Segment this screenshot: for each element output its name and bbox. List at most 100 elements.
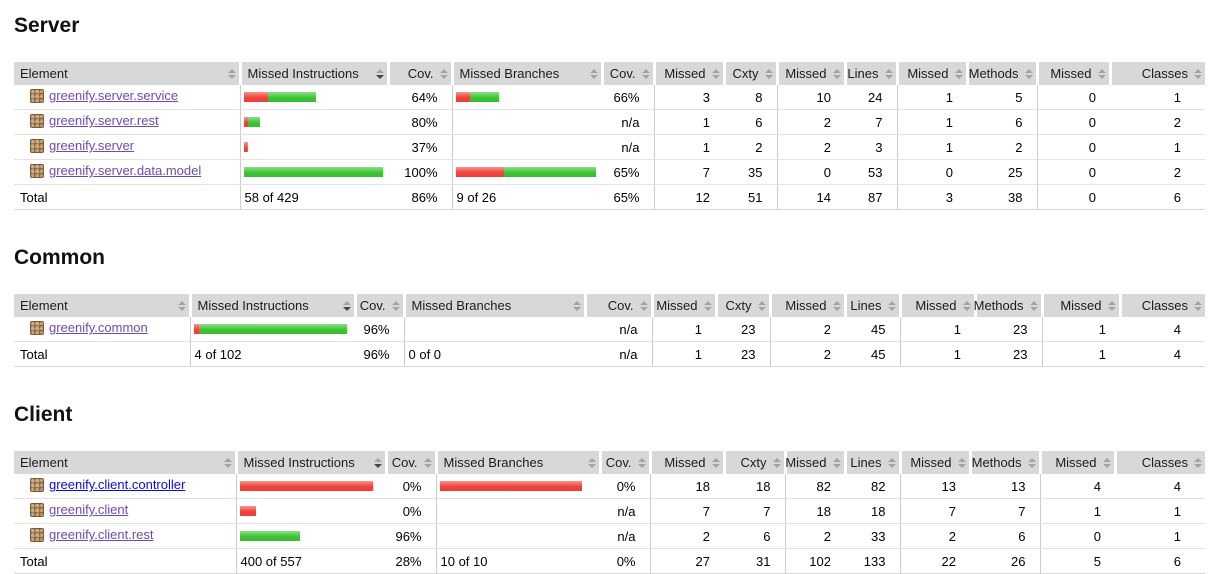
sort-icon bbox=[177, 300, 186, 311]
column-header-missed-9[interactable]: Missed bbox=[898, 451, 970, 474]
column-header-missed-7[interactable]: Missed bbox=[783, 451, 845, 474]
column-header-cov-2[interactable]: Cov. bbox=[384, 451, 436, 474]
header-row: Element Missed Instructions Cov. Missed Bra… bbox=[14, 451, 1205, 474]
column-header-label: Cov. bbox=[605, 455, 632, 470]
column-header-label: Element bbox=[20, 298, 68, 313]
column-header-lines-8[interactable]: Lines bbox=[843, 62, 897, 85]
column-header-missed-branches-3[interactable]: Missed Branches bbox=[402, 294, 585, 317]
column-header-classes-12[interactable]: Classes bbox=[1118, 294, 1205, 317]
column-header-cov-4[interactable]: Cov. bbox=[598, 451, 650, 474]
cell-lines: 53 bbox=[845, 159, 897, 185]
missed-branches-bar bbox=[435, 474, 600, 499]
package-link[interactable]: greenify.client.rest bbox=[49, 527, 154, 543]
total-branch-coverage: 65% bbox=[602, 184, 654, 210]
column-header-lines-8[interactable]: Lines bbox=[843, 451, 900, 474]
column-header-element-0[interactable]: Element bbox=[14, 62, 240, 85]
missed-branches-bar bbox=[451, 85, 602, 110]
cell-missed: 1 bbox=[651, 317, 716, 342]
package-link[interactable]: greenify.server.service bbox=[49, 88, 179, 104]
cell-missed: 0 bbox=[1039, 523, 1115, 549]
sort-icon bbox=[587, 457, 596, 468]
cell-methods: 6 bbox=[967, 109, 1037, 135]
column-header-label: Cov. bbox=[407, 66, 434, 81]
cell-missed: 0 bbox=[1036, 109, 1110, 135]
sort-icon bbox=[711, 68, 720, 79]
column-header-missed-11[interactable]: Missed bbox=[1035, 62, 1110, 85]
cell-classes: 4 bbox=[1115, 474, 1205, 499]
missed-instructions-bar bbox=[235, 498, 386, 524]
column-header-cov-2[interactable]: Cov. bbox=[353, 294, 404, 317]
package-icon bbox=[30, 113, 44, 128]
package-link[interactable]: greenify.client bbox=[49, 502, 129, 518]
total-cell-lines: 87 bbox=[845, 184, 897, 210]
column-header-cov-4[interactable]: Cov. bbox=[600, 62, 654, 85]
cell-methods: 6 bbox=[970, 523, 1040, 549]
instruction-coverage-cell: 64% bbox=[388, 85, 452, 110]
sort-icon bbox=[423, 457, 432, 468]
cell-cxty: 7 bbox=[724, 498, 785, 524]
column-header-missed-instructions-1[interactable]: Missed Instructions bbox=[238, 62, 388, 85]
cell-missed: 18 bbox=[649, 474, 724, 499]
column-header-cxty-6[interactable]: Cxty bbox=[722, 62, 777, 85]
column-header-missed-instructions-1[interactable]: Missed Instructions bbox=[234, 451, 386, 474]
cell-missed: 1 bbox=[1041, 317, 1120, 342]
column-header-element-0[interactable]: Element bbox=[14, 294, 190, 317]
column-header-missed-7[interactable]: Missed bbox=[768, 294, 845, 317]
column-header-methods-10[interactable]: Methods bbox=[973, 294, 1042, 317]
sort-icon bbox=[391, 300, 400, 311]
column-header-missed-9[interactable]: Missed bbox=[895, 62, 967, 85]
column-header-missed-5[interactable]: Missed bbox=[652, 62, 724, 85]
column-header-missed-11[interactable]: Missed bbox=[1040, 294, 1120, 317]
package-link[interactable]: greenify.common bbox=[49, 320, 148, 336]
package-link[interactable]: greenify.server.rest bbox=[49, 113, 159, 129]
package-link[interactable]: greenify.server.data.model bbox=[49, 163, 202, 179]
column-header-cov-2[interactable]: Cov. bbox=[386, 62, 452, 85]
column-header-cxty-6[interactable]: Cxty bbox=[714, 294, 770, 317]
column-header-methods-10[interactable]: Methods bbox=[965, 62, 1037, 85]
package-icon bbox=[30, 138, 44, 153]
total-cell-missed: 3 bbox=[896, 184, 967, 210]
branch-coverage-cell: n/a bbox=[602, 109, 654, 135]
column-header-missed-5[interactable]: Missed bbox=[648, 451, 724, 474]
column-header-missed-7[interactable]: Missed bbox=[775, 62, 845, 85]
missed-branches-bar bbox=[435, 523, 600, 549]
sort-icon bbox=[954, 68, 963, 79]
missed-instructions-bar bbox=[235, 474, 386, 499]
column-header-missed-9[interactable]: Missed bbox=[898, 294, 975, 317]
package-link[interactable]: greenify.server bbox=[49, 138, 135, 154]
instruction-coverage-cell: 96% bbox=[355, 317, 404, 342]
column-header-classes-12[interactable]: Classes bbox=[1108, 62, 1205, 85]
cell-missed: 0 bbox=[1036, 85, 1110, 110]
column-header-element-0[interactable]: Element bbox=[14, 451, 236, 474]
total-cell-cxty: 31 bbox=[724, 548, 785, 574]
column-header-missed-11[interactable]: Missed bbox=[1038, 451, 1115, 474]
column-header-label: Missed bbox=[785, 298, 827, 313]
cell-classes: 4 bbox=[1120, 317, 1205, 342]
total-branch-coverage: n/a bbox=[585, 341, 652, 367]
column-header-classes-12[interactable]: Classes bbox=[1113, 451, 1205, 474]
section-title-server: Server bbox=[14, 14, 80, 37]
column-header-cov-4[interactable]: Cov. bbox=[583, 294, 652, 317]
section-title-client: Client bbox=[14, 403, 73, 426]
package-row: greenify.client.rest 96% n/a 2 6 2 33 2 6 0 1 bbox=[14, 523, 1205, 549]
cell-cxty: 18 bbox=[724, 474, 785, 499]
column-header-cxty-6[interactable]: Cxty bbox=[722, 451, 785, 474]
instruction-coverage-cell: 0% bbox=[386, 498, 436, 524]
total-cell-missed: 5 bbox=[1039, 548, 1115, 574]
cell-missed: 1 bbox=[896, 109, 967, 135]
column-header-missed-5[interactable]: Missed bbox=[650, 294, 716, 317]
column-header-label: Missed Instructions bbox=[197, 298, 309, 313]
column-header-methods-10[interactable]: Methods bbox=[968, 451, 1040, 474]
total-cell-missed: 0 bbox=[1036, 184, 1110, 210]
sort-icon bbox=[375, 68, 384, 79]
missed-instructions-bar bbox=[239, 134, 388, 160]
column-header-lines-8[interactable]: Lines bbox=[843, 294, 900, 317]
package-link[interactable]: greenify.client.controller bbox=[49, 477, 186, 493]
column-header-label: Missed bbox=[907, 66, 949, 81]
package-row: greenify.server.data.model 100% 65% 7 35 0 53 0… bbox=[14, 159, 1205, 185]
column-header-missed-instructions-1[interactable]: Missed Instructions bbox=[188, 294, 355, 317]
package-row: greenify.client 0% n/a 7 7 18 18 7 7 1 1 bbox=[14, 498, 1205, 524]
column-header-missed-branches-3[interactable]: Missed Branches bbox=[434, 451, 600, 474]
column-header-missed-branches-3[interactable]: Missed Branches bbox=[450, 62, 602, 85]
